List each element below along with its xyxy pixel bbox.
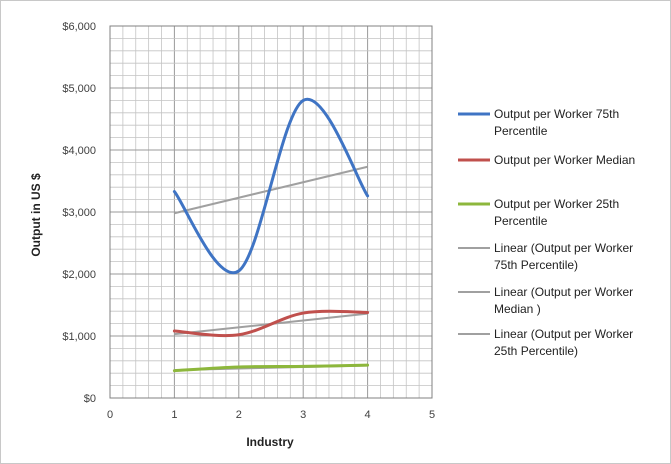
series-line-1: [172, 309, 370, 338]
x-tick-label: 0: [107, 409, 113, 421]
y-tick-label: $6,000: [62, 21, 96, 33]
y-axis-title: Output in US $: [29, 173, 43, 257]
legend-label: Output per Worker 75th: [494, 107, 619, 121]
legend-label: Percentile: [494, 124, 548, 138]
legend-label: Output per Worker Median: [494, 153, 635, 167]
y-tick-label: $3,000: [62, 207, 96, 219]
legend-label: Linear (Output per Worker: [494, 327, 633, 341]
y-tick-label: $2,000: [62, 269, 96, 281]
y-tick-label: $1,000: [62, 331, 96, 343]
series-lines: [172, 97, 370, 373]
series-line-2: [172, 363, 370, 373]
legend-label: Percentile: [494, 214, 548, 228]
legend-label: 25th Percentile): [494, 344, 578, 358]
x-tick-label: 2: [236, 409, 242, 421]
x-tick-label: 4: [365, 409, 371, 421]
legend-label: 75th Percentile): [494, 258, 578, 272]
x-tick-label: 1: [171, 409, 177, 421]
trendlines: [174, 165, 368, 372]
legend-label: Output per Worker 25th: [494, 197, 619, 211]
x-tick-label: 3: [300, 409, 306, 421]
series-line-0: [172, 97, 370, 275]
y-tick-label: $0: [84, 393, 96, 405]
y-tick-label: $5,000: [62, 83, 96, 95]
legend: Output per Worker 75th Percentile Output p…: [458, 107, 635, 358]
legend-label: Linear (Output per Worker: [494, 285, 633, 299]
y-tick-label: $4,000: [62, 145, 96, 157]
x-tick-label: 5: [429, 409, 435, 421]
legend-label: Median ): [494, 302, 541, 316]
x-axis-ticks: 0 1 2 3 4 5: [107, 409, 435, 421]
legend-label: Linear (Output per Worker: [494, 241, 633, 255]
plot-grid: [109, 25, 433, 399]
x-axis-title: Industry: [246, 435, 294, 449]
y-axis-ticks: $0 $1,000 $2,000 $3,000 $4,000 $5,000 $6,000: [62, 21, 96, 405]
plot-border: [109, 25, 433, 399]
